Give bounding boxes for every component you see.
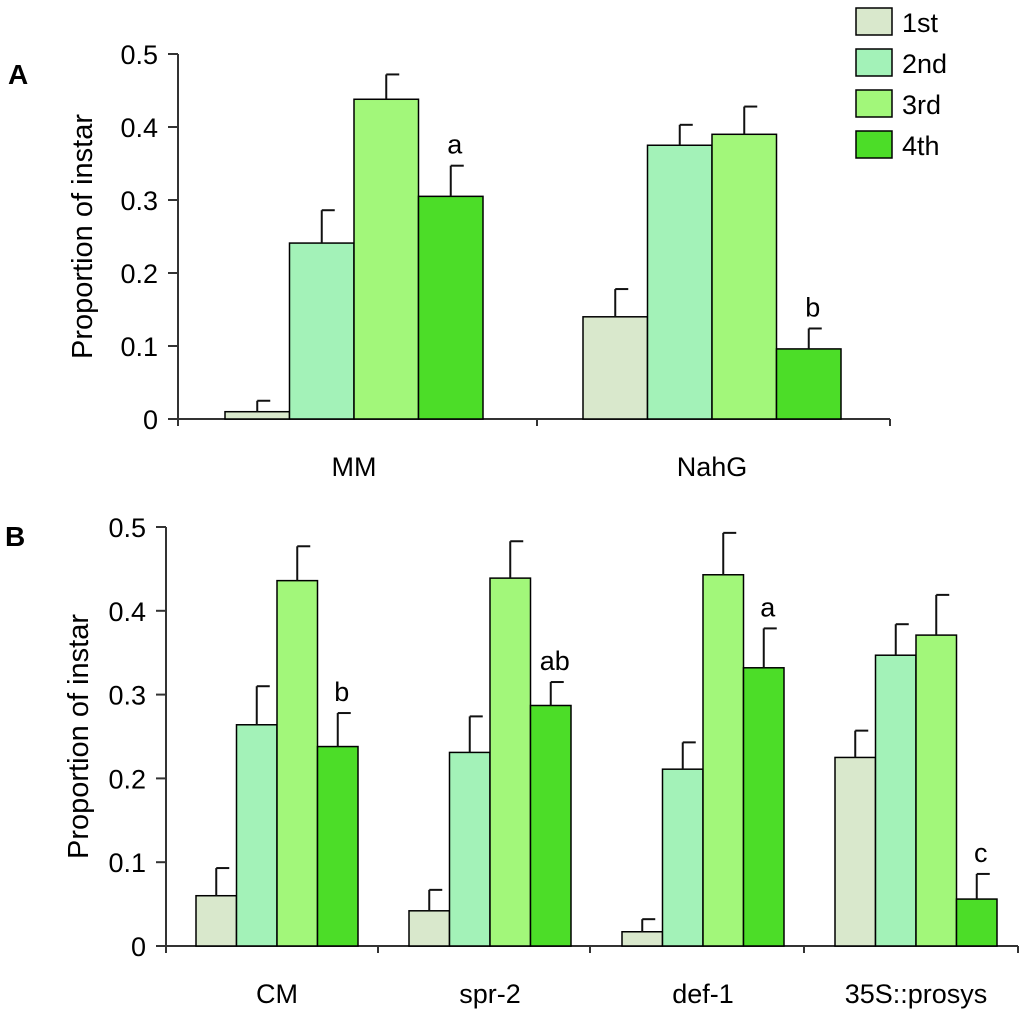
bar	[711, 133, 778, 420]
panel-label: A	[8, 59, 28, 90]
panel-b: B 0 0.1 0.2 0.3 0.4 0.5 Proportion of instar CM s…	[5, 513, 1019, 1009]
category-label: 35S::prosys	[845, 979, 988, 1009]
bar	[915, 634, 958, 947]
bar	[621, 931, 664, 947]
panel-a: A 0 0.1 0.2 0.3 0.4 0.5 Proportion of instar MM N…	[8, 40, 891, 482]
category-label: CM	[256, 979, 298, 1009]
bar	[955, 898, 998, 947]
category-label: spr-2	[459, 979, 521, 1009]
category-label: NahG	[677, 452, 748, 482]
y-tick-label: 0.1	[120, 332, 158, 362]
bar	[646, 144, 713, 420]
bar	[775, 348, 842, 420]
y-axis-title: Proportion of instar	[63, 614, 95, 859]
y-tick-label: 0.2	[120, 259, 158, 289]
bar	[874, 654, 917, 947]
bar	[316, 745, 359, 947]
bar	[661, 768, 704, 947]
legend-label: 4th	[902, 131, 940, 161]
bar	[408, 910, 451, 947]
y-tick-label: 0.3	[120, 186, 158, 216]
significance-label: c	[974, 838, 988, 868]
y-tick-label: 0.4	[120, 113, 158, 143]
y-tick-label: 0.2	[108, 764, 146, 794]
legend-swatch	[855, 130, 893, 159]
y-tick-label: 0	[143, 405, 158, 435]
y-axis-title: Proportion of instar	[67, 114, 99, 359]
legend-swatch	[855, 7, 893, 36]
bar	[582, 316, 649, 420]
significance-label: ab	[540, 646, 570, 676]
legend-label: 2nd	[902, 49, 947, 79]
bar	[448, 751, 491, 947]
legend-swatch	[855, 89, 893, 118]
bar	[276, 579, 319, 947]
bar	[742, 667, 785, 947]
bar	[195, 894, 238, 947]
significance-label: a	[447, 130, 463, 160]
y-tick-label: 0.4	[108, 597, 146, 627]
bar	[235, 724, 278, 947]
bar	[834, 756, 877, 947]
legend-label: 3rd	[902, 90, 941, 120]
significance-label: b	[334, 677, 349, 707]
category-label: def-1	[672, 979, 734, 1009]
bar	[353, 98, 420, 420]
category-label: MM	[332, 452, 377, 482]
legend-swatch	[855, 48, 893, 77]
panel-label: B	[5, 521, 25, 552]
legend-label: 1st	[902, 8, 939, 38]
y-tick-label: 0	[131, 932, 146, 962]
bar	[702, 574, 745, 947]
bar	[489, 577, 532, 947]
bar	[529, 704, 572, 947]
y-tick-label: 0.5	[120, 40, 158, 70]
legend: 1st 2nd 3rd 4th	[855, 7, 947, 161]
y-tick-label: 0.5	[108, 513, 146, 543]
significance-label: b	[805, 292, 820, 322]
bar	[417, 195, 484, 420]
y-tick-label: 0.3	[108, 681, 146, 711]
y-tick-label: 0.1	[108, 848, 146, 878]
bar	[224, 410, 291, 420]
significance-label: a	[760, 592, 776, 622]
bar	[288, 242, 355, 420]
